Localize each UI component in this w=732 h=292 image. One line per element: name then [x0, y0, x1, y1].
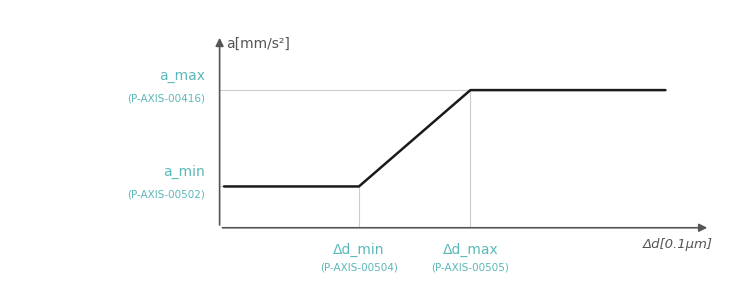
Text: (P-AXIS-00504): (P-AXIS-00504) [320, 263, 398, 273]
Text: (P-AXIS-00502): (P-AXIS-00502) [127, 190, 205, 199]
Text: Δd[0.1μm]: Δd[0.1μm] [643, 238, 713, 251]
Text: Δd_min: Δd_min [333, 242, 385, 256]
Text: (P-AXIS-00505): (P-AXIS-00505) [431, 263, 509, 273]
Text: a_min: a_min [163, 165, 205, 179]
Text: a[mm/s²]: a[mm/s²] [226, 36, 290, 51]
Text: Δd_max: Δd_max [443, 242, 498, 256]
Text: (P-AXIS-00416): (P-AXIS-00416) [127, 93, 205, 103]
Text: a_max: a_max [159, 69, 205, 83]
